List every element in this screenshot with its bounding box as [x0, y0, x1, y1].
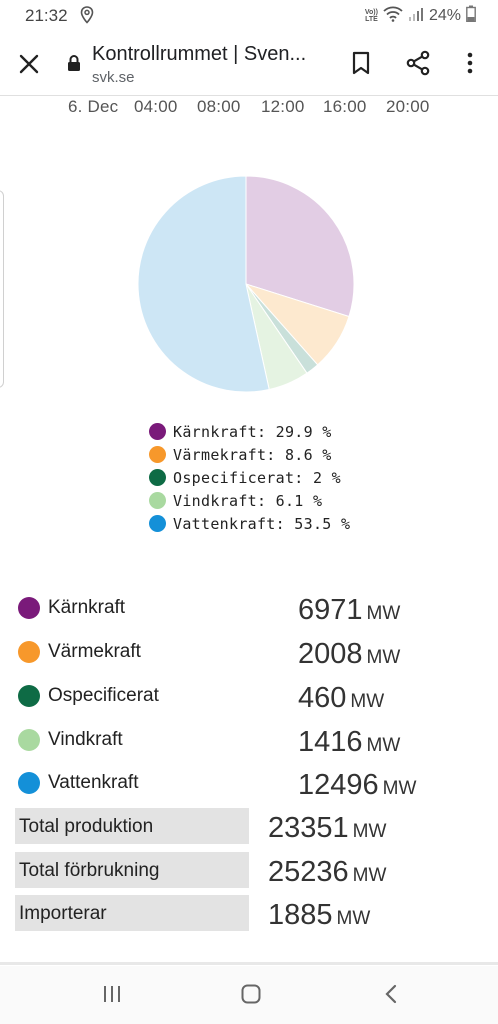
side-drawer-handle[interactable] — [0, 190, 4, 388]
total-name: Total förbrukning — [19, 860, 160, 881]
time-axis-label: 20:00 — [386, 97, 430, 116]
signal-icon — [408, 6, 424, 27]
volte-icon: Vo)) LTE — [364, 9, 378, 23]
source-value: 460 MW — [298, 682, 385, 714]
content-cutoff — [0, 962, 498, 965]
wifi-icon — [383, 6, 403, 27]
battery-icon — [466, 5, 476, 27]
source-name: Vindkraft — [48, 729, 123, 750]
legend-item[interactable]: Värmekraft: 8.6 % — [149, 443, 350, 466]
source-name: Kärnkraft — [48, 597, 126, 618]
status-bar: 21:32 Vo)) LTE 24% — [0, 0, 498, 32]
pie-slice-kärnkraft[interactable] — [245, 175, 355, 318]
source-value: 2008 MW — [298, 638, 401, 670]
source-color-dot — [18, 597, 40, 619]
legend-label: Ospecificerat: 2 % — [173, 468, 341, 487]
total-row: Total produktion 23351 MW — [0, 808, 498, 848]
time-axis-label: 08:00 — [197, 97, 241, 116]
lock-icon — [67, 54, 81, 77]
production-row: Värmekraft 2008 MW — [0, 634, 498, 674]
location-icon — [80, 6, 94, 29]
pie-legend: Kärnkraft: 29.9 % Värmekraft: 8.6 % Ospe… — [149, 420, 350, 535]
source-name: Värmekraft — [48, 641, 141, 662]
home-icon[interactable] — [240, 983, 262, 1010]
more-options-icon[interactable] — [460, 50, 480, 81]
legend-label: Vattenkraft: 53.5 % — [173, 514, 351, 533]
chart-time-axis: 6. Dec 04:00 08:00 12:00 16:00 20:00 — [0, 97, 498, 119]
legend-item[interactable]: Vindkraft: 6.1 % — [149, 489, 350, 512]
total-label-box: Total produktion — [15, 808, 249, 844]
legend-label: Vindkraft: 6.1 % — [173, 491, 323, 510]
system-nav-bar — [0, 966, 498, 1024]
legend-label: Värmekraft: 8.6 % — [173, 445, 332, 464]
bookmark-icon[interactable] — [349, 50, 373, 81]
time-axis-label: 6. Dec — [68, 97, 119, 116]
legend-dot — [149, 492, 166, 509]
production-row: Vattenkraft 12496 MW — [0, 765, 498, 805]
legend-dot — [149, 446, 166, 463]
total-row: Importerar 1885 MW — [0, 895, 498, 935]
legend-dot — [149, 515, 166, 532]
status-time: 21:32 — [25, 6, 68, 25]
legend-item[interactable]: Ospecificerat: 2 % — [149, 466, 350, 489]
production-pie-chart — [137, 175, 355, 393]
total-label-box: Importerar — [15, 895, 249, 931]
source-color-dot — [18, 685, 40, 707]
total-row: Total förbrukning 25236 MW — [0, 852, 498, 892]
recent-apps-icon[interactable] — [101, 983, 123, 1010]
total-value: 23351 MW — [268, 812, 387, 844]
production-row: Kärnkraft 6971 MW — [0, 590, 498, 630]
total-label-box: Total förbrukning — [15, 852, 249, 888]
legend-label: Kärnkraft: 29.9 % — [173, 422, 332, 441]
source-name: Vattenkraft — [48, 772, 139, 793]
time-axis-label: 16:00 — [323, 97, 367, 116]
browser-toolbar: Kontrollrummet | Sven... svk.se — [0, 32, 498, 96]
production-row: Vindkraft 1416 MW — [0, 722, 498, 762]
production-row: Ospecificerat 460 MW — [0, 678, 498, 718]
total-name: Importerar — [19, 903, 107, 924]
source-value: 12496 MW — [298, 769, 417, 801]
page-title[interactable]: Kontrollrummet | Sven... — [92, 43, 307, 65]
source-value: 1416 MW — [298, 726, 401, 758]
time-axis-label: 04:00 — [134, 97, 178, 116]
page-url[interactable]: svk.se — [92, 69, 135, 86]
pie-slice-vattenkraft[interactable] — [137, 175, 270, 393]
legend-dot — [149, 423, 166, 440]
share-icon[interactable] — [405, 50, 431, 81]
source-color-dot — [18, 729, 40, 751]
legend-dot — [149, 469, 166, 486]
legend-item[interactable]: Kärnkraft: 29.9 % — [149, 420, 350, 443]
back-icon[interactable] — [380, 983, 402, 1010]
total-value: 25236 MW — [268, 856, 387, 888]
source-color-dot — [18, 772, 40, 794]
source-name: Ospecificerat — [48, 685, 159, 706]
time-axis-label: 12:00 — [261, 97, 305, 116]
source-color-dot — [18, 641, 40, 663]
legend-item[interactable]: Vattenkraft: 53.5 % — [149, 512, 350, 535]
source-value: 6971 MW — [298, 594, 401, 626]
total-name: Total produktion — [19, 816, 154, 837]
total-value: 1885 MW — [268, 899, 371, 931]
battery-percent: 24% — [428, 7, 461, 24]
close-icon[interactable] — [17, 52, 41, 76]
